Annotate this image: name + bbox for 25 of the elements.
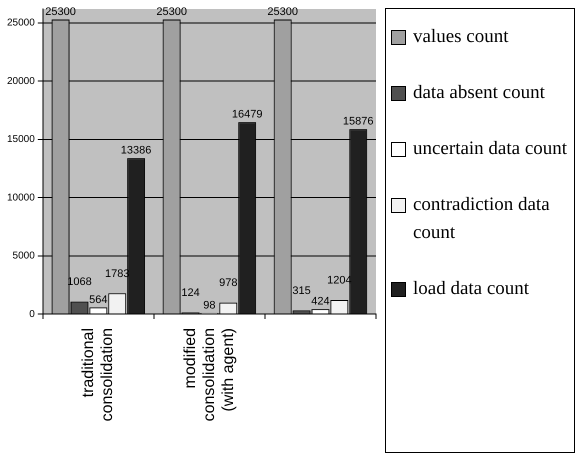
data-label: 25300 (45, 6, 76, 18)
legend-label: uncertain data count (413, 137, 568, 161)
x-tick-label: traditional consolidation (80, 328, 116, 422)
y-tick-label: 0 (29, 308, 36, 320)
y-tick-label: 25000 (6, 18, 36, 29)
data-label: 124 (181, 287, 200, 300)
legend-label: values count (413, 25, 509, 49)
data-label: 315 (292, 284, 311, 297)
data-label: 978 (219, 277, 238, 290)
legend-label: load data count (413, 277, 530, 301)
legend-label: contradiction data count (413, 193, 551, 245)
data-label: 25300 (267, 6, 298, 18)
data-label: 15876 (342, 116, 374, 128)
y-tick-label: 20000 (6, 76, 36, 87)
data-label: 564 (89, 294, 108, 306)
y-tick-label: 15000 (6, 134, 36, 146)
y-tick-label: 10000 (6, 192, 36, 204)
data-label: 16479 (232, 108, 262, 121)
data-label: 424 (311, 296, 330, 308)
data-label: 25300 (156, 6, 187, 18)
y-tick-label: 5000 (12, 250, 36, 262)
x-tick-label: modified consolidation (with agent) (182, 328, 237, 422)
data-label: 98 (203, 299, 216, 312)
legend-label: data absent count (413, 81, 545, 105)
data-label: 13386 (120, 144, 152, 157)
